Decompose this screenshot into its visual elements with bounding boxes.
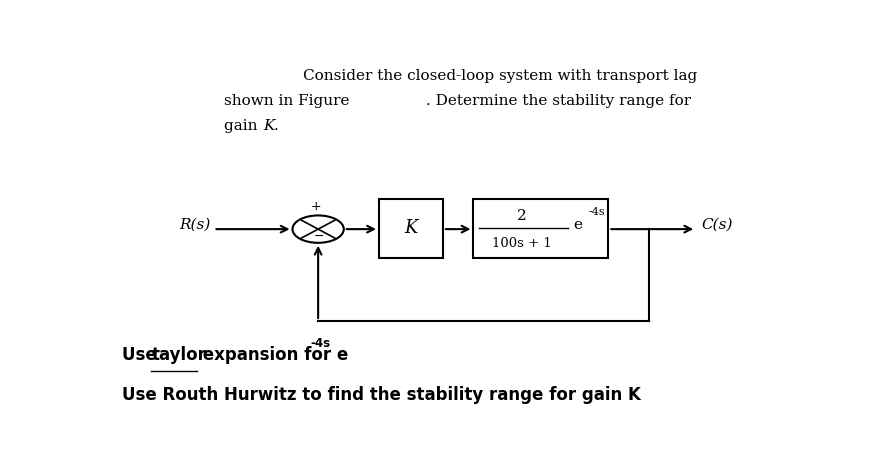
Text: Use: Use	[122, 346, 163, 364]
Text: 2: 2	[517, 209, 527, 223]
Text: K: K	[263, 119, 274, 133]
Text: -4s: -4s	[588, 207, 604, 217]
Text: +: +	[310, 200, 321, 213]
Text: −: −	[314, 230, 325, 243]
Text: Use Routh Hurwitz to find the stability range for gain K: Use Routh Hurwitz to find the stability …	[122, 386, 641, 404]
Bar	[474, 198, 608, 258]
Text: .: .	[273, 119, 279, 133]
Text: Consider the closed-loop system with transport lag: Consider the closed-loop system with tra…	[303, 69, 698, 83]
Bar	[379, 198, 443, 258]
Text: 100s + 1: 100s + 1	[492, 237, 552, 250]
Text: R(s): R(s)	[179, 218, 210, 232]
Text: taylor: taylor	[152, 346, 206, 364]
Text: -4s: -4s	[311, 337, 331, 350]
Text: gain: gain	[224, 119, 262, 133]
Text: e: e	[573, 218, 583, 232]
Text: K: K	[404, 219, 418, 237]
Text: C(s): C(s)	[701, 218, 733, 232]
Text: shown in Figure: shown in Figure	[224, 94, 349, 108]
Text: expansion for e: expansion for e	[198, 346, 348, 364]
Text: . Determine the stability range for: . Determine the stability range for	[426, 94, 692, 108]
